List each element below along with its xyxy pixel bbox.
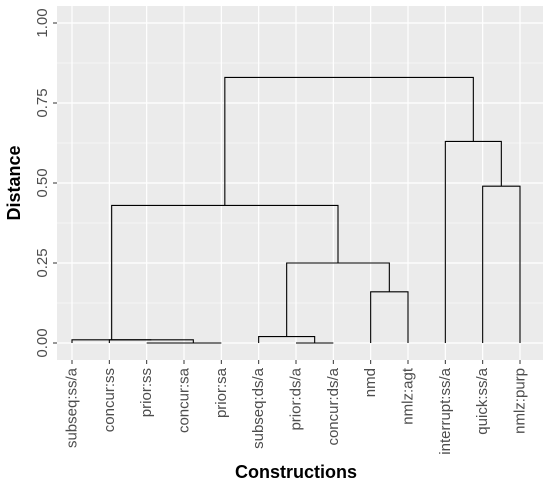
dendrogram-branch-3 [71, 339, 152, 343]
dendrogram-branches [71, 76, 521, 344]
x-axis-ticks: subseq:ss/a concur:ss prior:ss concur:sa pri… [64, 360, 529, 455]
leaf-label: concur:ds/a [325, 367, 342, 445]
leaf-label: quick:ss/a [474, 367, 491, 434]
leaf-label: concur:ss [101, 368, 118, 432]
y-tick-label: 0.50 [34, 168, 51, 197]
y-axis-title: Distance [4, 145, 24, 220]
leaf-label: nmlz:agt [400, 367, 417, 425]
leaf-label: subseq:ds/a [250, 367, 267, 449]
y-tick-label: 0.75 [34, 88, 51, 117]
leaf-label: nmlz:purp [512, 368, 529, 434]
leaf-label: prior:sa [213, 367, 230, 418]
leaf-label: subseq:ss/a [64, 367, 81, 448]
y-tick-label: 0.25 [34, 248, 51, 277]
leaf-label: interrupt:ss/a [437, 367, 454, 454]
y-axis-ticks: 0.00 0.25 0.50 0.75 1.00 [34, 8, 57, 358]
leaf-label: prior:ss [138, 368, 155, 417]
x-axis-title: Constructions [235, 462, 357, 482]
y-tick-label: 0.00 [34, 328, 51, 357]
leaf-label: concur:sa [176, 367, 193, 433]
leaf-label: prior:ds/a [288, 367, 305, 430]
leaf-label: nmd [362, 368, 379, 397]
dendrogram-branch-11 [224, 76, 474, 206]
y-tick-label: 1.00 [34, 8, 51, 37]
